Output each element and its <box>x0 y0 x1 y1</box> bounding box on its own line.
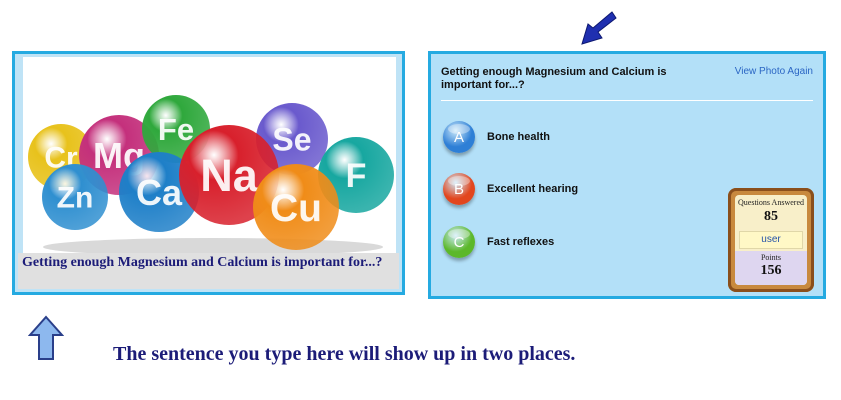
points-label: Points <box>760 253 781 262</box>
answer-b-letter: B <box>453 180 464 198</box>
up-arrow-icon <box>28 315 64 360</box>
sphere-ball <box>42 164 108 230</box>
instruction-text: The sentence you type here will show up … <box>113 343 576 365</box>
photo-card: Cr Mg Fe Se F Zn Ca Na Cu Getting enough Magnesi… <box>12 51 405 295</box>
sphere-symbol: Zn <box>57 182 94 215</box>
answer-a-label: Bone health <box>487 131 550 143</box>
quiz-divider <box>441 100 813 101</box>
answer-c-label: Fast reflexes <box>487 236 555 248</box>
quiz-question: Getting enough Magnesium and Calcium is … <box>441 66 667 91</box>
points-value: 156 <box>760 263 782 278</box>
view-photo-again-link[interactable]: View Photo Again <box>734 66 813 77</box>
quiz-card: Getting enough Magnesium and Calcium is … <box>428 51 826 299</box>
sphere-symbol: F <box>346 157 367 195</box>
points-box: Points 156 <box>735 251 807 285</box>
sphere-symbol: Ca <box>136 172 183 213</box>
sphere-symbol: Na <box>200 150 258 201</box>
questions-answered-label: Questions Answered <box>738 198 804 207</box>
answer-option-a[interactable]: A Bone health <box>443 119 550 155</box>
answer-c-button[interactable]: C <box>443 226 475 258</box>
sphere-cu: Cu <box>253 164 339 250</box>
sphere-symbol: Fe <box>158 112 194 147</box>
minerals-photo: Cr Mg Fe Se F Zn Ca Na Cu <box>23 57 396 257</box>
username: user <box>739 231 803 249</box>
sphere-ball <box>119 152 199 232</box>
answer-c-letter: C <box>453 233 465 251</box>
sphere-ball <box>253 164 339 250</box>
answer-b-button[interactable]: B <box>443 173 475 205</box>
photo-caption: Getting enough Magnesium and Calcium is … <box>18 253 399 289</box>
down-arrow-icon <box>581 11 617 45</box>
score-badge: Questions Answered 85 user Points 156 <box>728 188 814 292</box>
sphere-symbol: Cu <box>270 187 322 230</box>
sphere-zn: Zn <box>42 164 108 230</box>
answer-option-c[interactable]: C Fast reflexes <box>443 224 554 260</box>
questions-answered-value: 85 <box>764 209 778 224</box>
sphere-f: F <box>318 137 394 213</box>
answer-a-letter: A <box>453 128 464 146</box>
score-panel: Questions Answered 85 user Points 156 <box>735 195 807 285</box>
answer-b-label: Excellent hearing <box>487 183 579 195</box>
answer-option-b[interactable]: B Excellent hearing <box>443 171 578 207</box>
sphere-symbol: Se <box>272 122 311 158</box>
sphere-ca: Ca <box>119 152 199 232</box>
answer-a-button[interactable]: A <box>443 121 475 153</box>
sphere-ball <box>318 137 394 213</box>
